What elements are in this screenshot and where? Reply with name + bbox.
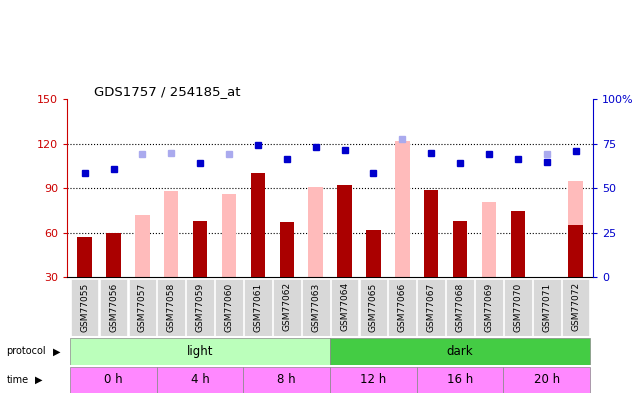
Text: light: light — [187, 345, 213, 358]
Text: GSM77062: GSM77062 — [282, 282, 291, 331]
Bar — [71, 367, 157, 393]
Text: ▶: ▶ — [35, 375, 43, 385]
Bar — [417, 279, 445, 336]
Bar — [337, 185, 352, 277]
Bar — [504, 279, 531, 336]
Text: GSM77059: GSM77059 — [196, 282, 204, 332]
Text: GSM77056: GSM77056 — [109, 282, 118, 332]
Bar — [475, 279, 503, 336]
Bar — [453, 221, 467, 277]
Text: GSM77055: GSM77055 — [80, 282, 89, 332]
Text: GSM77058: GSM77058 — [167, 282, 176, 332]
Text: GSM77071: GSM77071 — [542, 282, 551, 332]
Bar — [251, 173, 265, 277]
Bar — [533, 279, 561, 336]
Text: 4 h: 4 h — [191, 373, 210, 386]
Bar — [569, 181, 583, 277]
Bar — [99, 279, 128, 336]
Text: GSM77064: GSM77064 — [340, 282, 349, 331]
Bar — [330, 338, 590, 365]
Text: dark: dark — [447, 345, 474, 358]
Bar — [135, 215, 149, 277]
Bar — [424, 190, 438, 277]
Text: GDS1757 / 254185_at: GDS1757 / 254185_at — [94, 85, 240, 98]
Bar — [360, 279, 387, 336]
Text: 16 h: 16 h — [447, 373, 473, 386]
Bar — [273, 279, 301, 336]
Bar — [187, 279, 214, 336]
Text: 8 h: 8 h — [278, 373, 296, 386]
Bar — [446, 279, 474, 336]
Bar — [417, 367, 503, 393]
Bar — [503, 367, 590, 393]
Text: GSM77057: GSM77057 — [138, 282, 147, 332]
Bar — [395, 141, 410, 277]
Bar — [71, 338, 330, 365]
Bar — [106, 233, 121, 277]
Bar — [279, 222, 294, 277]
Text: ▶: ▶ — [53, 346, 60, 356]
Text: 12 h: 12 h — [360, 373, 387, 386]
Bar — [215, 279, 243, 336]
Bar — [562, 279, 590, 336]
Bar — [569, 226, 583, 277]
Bar — [193, 221, 208, 277]
Text: GSM77066: GSM77066 — [398, 282, 407, 332]
Bar — [388, 279, 416, 336]
Text: GSM77067: GSM77067 — [427, 282, 436, 332]
Text: GSM77068: GSM77068 — [456, 282, 465, 332]
Bar — [164, 191, 178, 277]
Text: GSM77060: GSM77060 — [224, 282, 233, 332]
Text: GSM77063: GSM77063 — [311, 282, 320, 332]
Text: protocol: protocol — [6, 346, 46, 356]
Text: time: time — [6, 375, 29, 385]
Bar — [244, 367, 330, 393]
Bar — [330, 367, 417, 393]
Bar — [222, 194, 237, 277]
Bar — [158, 279, 185, 336]
Bar — [244, 279, 272, 336]
Text: GSM77070: GSM77070 — [513, 282, 522, 332]
Bar — [129, 279, 156, 336]
Bar — [331, 279, 358, 336]
Bar — [366, 230, 381, 277]
Text: GSM77069: GSM77069 — [485, 282, 494, 332]
Text: 20 h: 20 h — [534, 373, 560, 386]
Text: GSM77072: GSM77072 — [571, 282, 580, 331]
Bar — [71, 279, 99, 336]
Bar — [308, 187, 323, 277]
Bar — [78, 237, 92, 277]
Text: 0 h: 0 h — [104, 373, 123, 386]
Text: GSM77061: GSM77061 — [253, 282, 262, 332]
Bar — [157, 367, 244, 393]
Bar — [302, 279, 329, 336]
Text: GSM77065: GSM77065 — [369, 282, 378, 332]
Bar — [482, 202, 496, 277]
Bar — [511, 211, 525, 277]
